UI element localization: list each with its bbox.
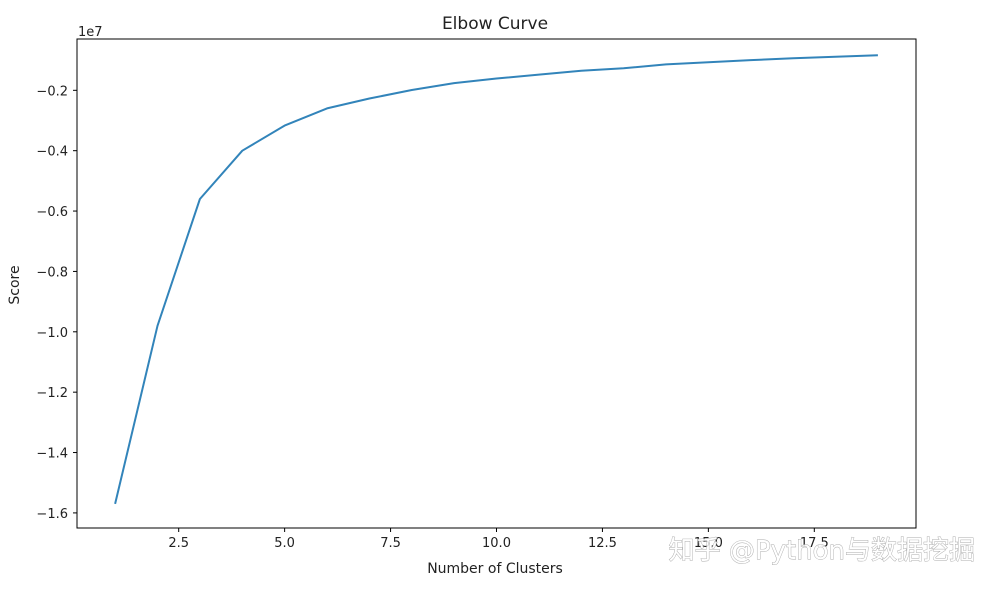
x-tick-label: 17.5 xyxy=(800,536,829,551)
series-line xyxy=(114,54,878,505)
x-tick-label: 7.5 xyxy=(380,536,401,551)
chart-title: Elbow Curve xyxy=(442,14,548,34)
y-tick-label: −1.0 xyxy=(36,326,68,341)
y-offset-label: 1e7 xyxy=(78,25,103,40)
y-tick-label: −1.6 xyxy=(36,507,68,522)
x-tick-label: 15.0 xyxy=(694,536,723,551)
axes-frame xyxy=(76,38,917,529)
x-tick-label: 2.5 xyxy=(168,536,189,551)
y-tick-label: −0.6 xyxy=(36,205,68,220)
y-tick-label: −1.2 xyxy=(36,386,68,401)
x-tick-label: 5.0 xyxy=(274,536,295,551)
watermark: 知乎 @Python与数据挖掘 xyxy=(669,536,975,566)
y-tick-label: −0.2 xyxy=(36,84,68,99)
plot-area: 2.5 5.0 7.5 10.0 12.5 15.0 17.5 −0.2 −0.4 −0.6 −0.… xyxy=(36,38,917,551)
y-tick-label: −1.4 xyxy=(36,447,68,462)
y-tick-label: −0.4 xyxy=(36,145,68,160)
x-axis-title: Number of Clusters xyxy=(427,561,563,577)
y-tick-label: −0.8 xyxy=(36,265,68,280)
y-axis-title: Score xyxy=(7,265,23,304)
x-tick-label: 12.5 xyxy=(588,536,617,551)
x-tick-label: 10.0 xyxy=(482,536,511,551)
